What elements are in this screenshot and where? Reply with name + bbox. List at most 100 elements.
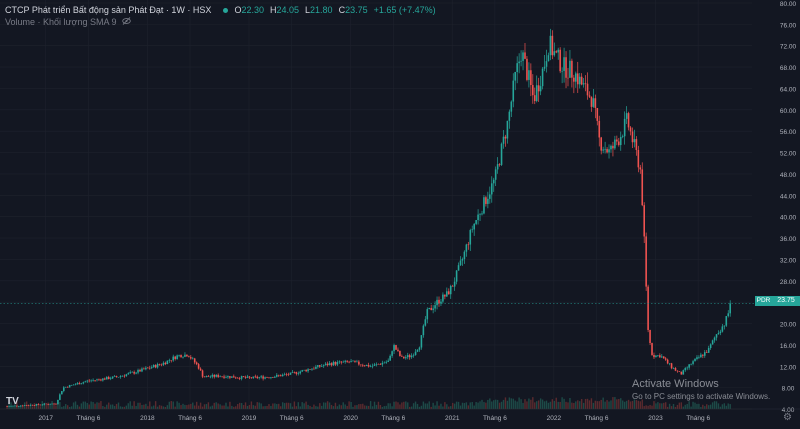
candle-body (725, 316, 728, 326)
candle-body (700, 354, 702, 358)
candle-body (623, 118, 626, 137)
volume-bar (186, 405, 188, 409)
candle-body (670, 363, 673, 369)
volume-bar (90, 401, 92, 409)
candle-body (147, 367, 149, 369)
volume-bar (455, 401, 458, 409)
eye-off-icon[interactable] (122, 17, 132, 27)
volume-bar (301, 402, 303, 409)
settings-gear-icon[interactable]: ⚙ (783, 412, 792, 423)
volume-bar (323, 402, 325, 409)
candle-body (561, 70, 563, 72)
candle-body (578, 76, 581, 85)
candle-body (676, 370, 679, 372)
candle-body (569, 60, 571, 78)
candle-body (289, 372, 292, 375)
candle-body (619, 137, 622, 146)
volume-bar (313, 404, 315, 409)
candle-body (662, 356, 665, 359)
candle-body (641, 169, 644, 206)
volume-bar (709, 404, 712, 409)
volume-indicator-label[interactable]: Volume · Khối lượng SMA 9 (5, 17, 117, 27)
candle-body (508, 111, 511, 121)
volume-bar (393, 401, 395, 409)
candle-body (696, 357, 698, 359)
volume-bar (20, 405, 22, 409)
volume-bar (158, 405, 161, 409)
volume-bar (694, 402, 696, 409)
volume-bar (586, 398, 589, 409)
volume-bar (428, 401, 430, 409)
candle-body (246, 376, 249, 378)
volume-bar (721, 404, 724, 409)
volume-bar (620, 398, 622, 409)
volume-bar (510, 398, 513, 409)
candle-body (276, 374, 278, 377)
candle-body (82, 382, 85, 384)
candle-body (594, 98, 597, 109)
volume-bar (256, 402, 258, 409)
watermark-subtitle: Go to PC settings to activate Windows. (632, 392, 771, 401)
candle-body (643, 205, 646, 237)
volume-bar (430, 406, 432, 409)
candle-body (475, 220, 477, 224)
symbol-title[interactable]: CTCP Phát triển Bất động sản Phát Đạt · … (5, 5, 212, 15)
volume-bar (346, 405, 348, 409)
candle-body (135, 372, 137, 374)
candle-body (672, 368, 675, 369)
candle-body (446, 291, 448, 297)
candle-body (274, 376, 276, 378)
volume-bar (219, 404, 221, 409)
candle-body (14, 405, 16, 407)
volume-bar (139, 402, 141, 409)
candle-body (580, 76, 583, 85)
candle-body (117, 377, 120, 378)
candle-body (535, 85, 538, 102)
volume-bar (512, 398, 514, 409)
volume-bar (602, 397, 604, 409)
volume-bar (565, 401, 567, 409)
tradingview-logo-icon[interactable]: TV (6, 396, 19, 407)
volume-bar (190, 403, 192, 409)
volume-bar (397, 402, 399, 409)
candle-body (473, 223, 475, 230)
candle-body (336, 362, 339, 365)
y-tick-label: 36.00 (780, 236, 797, 243)
candle-body (8, 406, 10, 407)
volume-bar (88, 404, 90, 409)
volume-bar (250, 401, 253, 409)
candle-body (434, 305, 436, 309)
volume-bar (242, 405, 245, 409)
candle-body (277, 374, 280, 376)
candle-body (199, 368, 202, 371)
volume-bar (78, 406, 81, 409)
volume-bar (516, 401, 518, 409)
candle-body (70, 384, 73, 386)
volume-bar (180, 405, 182, 409)
volume-bar (704, 406, 706, 409)
volume-bar (272, 403, 274, 409)
candle-body (88, 380, 90, 382)
candle-body (78, 383, 81, 385)
candle-body (406, 355, 409, 358)
volume-bar (348, 401, 350, 409)
volume-bar (596, 401, 599, 409)
candle-body (43, 403, 46, 405)
candle-body (678, 371, 681, 372)
candle-body (438, 299, 440, 304)
candle-body (666, 359, 669, 364)
candle-body (512, 80, 515, 102)
volume-bar (66, 405, 69, 409)
candle-body (481, 213, 483, 215)
volume-bar (723, 403, 726, 409)
candle-body (51, 403, 53, 405)
candle-body (340, 361, 343, 363)
candle-body (195, 362, 198, 365)
volume-bar (152, 405, 155, 409)
volume-bar (182, 403, 184, 409)
volume-bar (92, 402, 94, 409)
candle-body (76, 383, 79, 385)
candle-body (344, 360, 347, 362)
